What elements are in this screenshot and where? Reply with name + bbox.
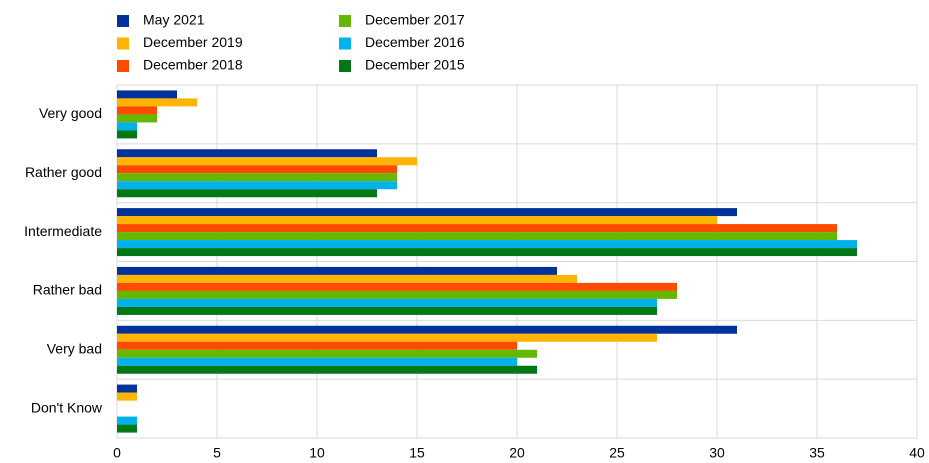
bar bbox=[117, 224, 837, 233]
bar bbox=[117, 173, 397, 182]
bar bbox=[117, 106, 157, 115]
legend-swatch bbox=[339, 15, 351, 27]
bar bbox=[117, 282, 677, 291]
bar bbox=[117, 157, 417, 166]
y-tick-label: Rather bad bbox=[33, 282, 102, 298]
bar bbox=[117, 266, 557, 275]
y-tick-label: Intermediate bbox=[24, 223, 102, 239]
legend-swatch bbox=[339, 37, 351, 50]
legend-label: December 2019 bbox=[143, 34, 243, 50]
x-tick-label: 5 bbox=[213, 445, 221, 461]
bar bbox=[117, 98, 197, 107]
x-tick-label: 35 bbox=[809, 445, 825, 461]
bar bbox=[117, 341, 517, 350]
x-tick-label: 20 bbox=[509, 445, 525, 461]
x-tick-label: 40 bbox=[909, 445, 925, 461]
bar bbox=[117, 90, 177, 99]
bar bbox=[117, 181, 397, 190]
legend-label: May 2021 bbox=[143, 12, 205, 28]
x-tick-label: 15 bbox=[409, 445, 425, 461]
bar bbox=[117, 298, 657, 307]
y-tick-label: Rather good bbox=[25, 164, 102, 180]
x-tick-label: 25 bbox=[609, 445, 625, 461]
bar bbox=[117, 130, 137, 139]
bar bbox=[117, 325, 737, 334]
bar bbox=[117, 349, 537, 358]
x-tick-label: 0 bbox=[113, 445, 121, 461]
legend-swatch bbox=[117, 15, 129, 27]
bar bbox=[117, 208, 737, 217]
bar bbox=[117, 306, 657, 315]
bar bbox=[117, 333, 657, 342]
bar bbox=[117, 357, 517, 366]
bar bbox=[117, 114, 157, 123]
legend-swatch bbox=[117, 60, 129, 72]
x-tick-label: 10 bbox=[309, 445, 325, 461]
legend-label: December 2016 bbox=[365, 34, 465, 50]
bar bbox=[117, 216, 717, 225]
legend-label: December 2017 bbox=[365, 12, 465, 28]
y-tick-label: Very bad bbox=[47, 340, 102, 356]
bar bbox=[117, 122, 137, 131]
bar bbox=[117, 392, 137, 401]
bar bbox=[117, 384, 137, 393]
bar bbox=[117, 365, 537, 374]
y-tick-label: Very good bbox=[39, 105, 102, 121]
legend-label: December 2018 bbox=[143, 57, 243, 73]
legend-swatch bbox=[339, 60, 351, 72]
bar bbox=[117, 248, 857, 257]
bar bbox=[117, 165, 397, 174]
bar bbox=[117, 424, 137, 433]
bar bbox=[117, 240, 857, 249]
bar bbox=[117, 416, 137, 425]
bar bbox=[117, 149, 377, 158]
bar bbox=[117, 189, 377, 198]
x-tick-label: 30 bbox=[709, 445, 725, 461]
bar bbox=[117, 274, 577, 283]
y-tick-label: Don't Know bbox=[31, 399, 103, 415]
bar bbox=[117, 290, 677, 299]
bar bbox=[117, 232, 837, 241]
legend-label: December 2015 bbox=[365, 57, 465, 73]
legend-swatch bbox=[117, 37, 129, 50]
